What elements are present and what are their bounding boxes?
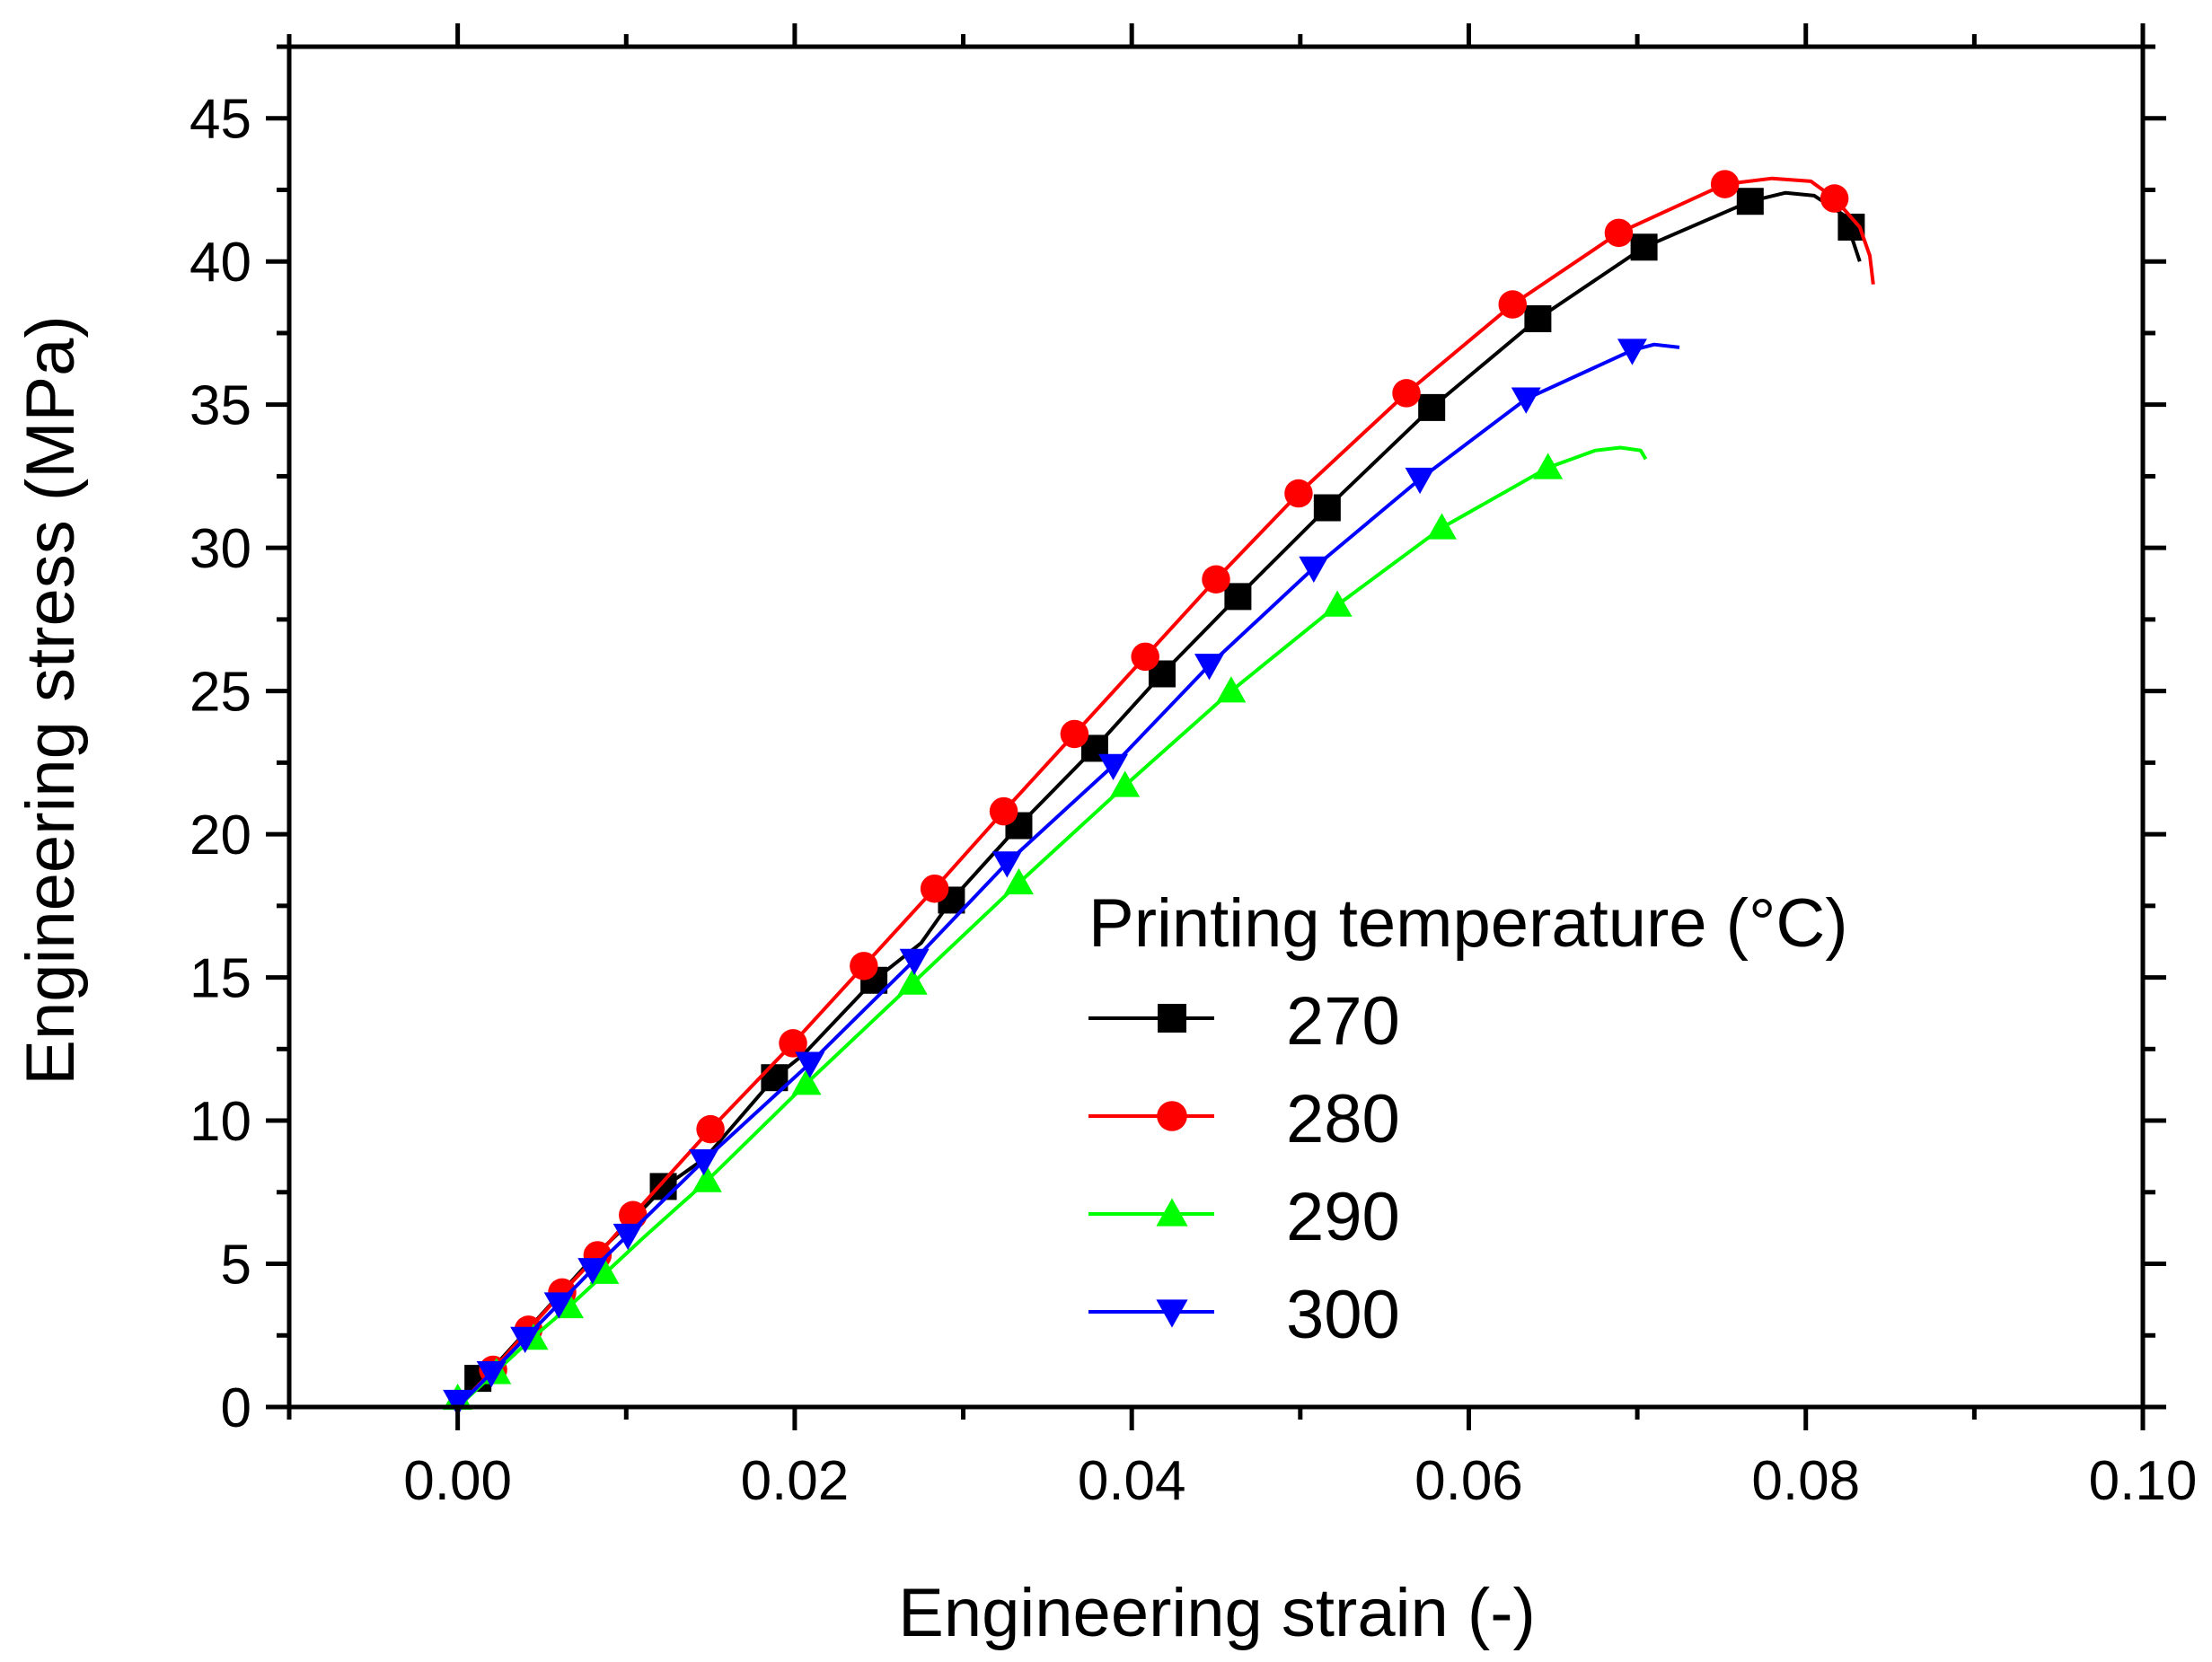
x-tick-label: 0.08 [1751,1450,1860,1512]
y-tick-label: 5 [221,1235,251,1297]
y-tick-label: 10 [189,1091,251,1153]
data-point-270 [1313,494,1341,522]
data-point-290 [692,1165,722,1192]
y-tick-label: 20 [189,805,251,866]
x-tick-label: 0.04 [1078,1450,1186,1512]
data-point-270 [1224,583,1252,611]
y-tick-label: 25 [189,662,251,724]
data-point-270 [1524,305,1552,332]
axes-group: 0.00 0.02 0.04 0.06 0.08 0.10 0 5 10 15 20 25 30 35 40… [189,23,2197,1512]
data-point-280 [779,1029,807,1058]
data-point-300 [612,1223,643,1251]
y-axis-label: Engineering stress (MPa) [13,315,89,1085]
data-point-280 [1498,290,1527,319]
data-point-280 [1202,565,1230,594]
data-point-290 [1426,513,1457,540]
data-point-300 [543,1292,574,1319]
data-point-300 [577,1258,608,1285]
legend-label-300: 300 [1286,1277,1400,1353]
series-group [443,170,1875,1417]
data-point-270 [1418,393,1446,421]
data-point-300 [689,1148,719,1176]
y-tick-label: 45 [189,89,251,151]
legend-marker-290 [1156,1198,1188,1227]
data-point-300 [510,1326,541,1353]
data-point-290 [589,1257,620,1284]
data-point-280 [1820,184,1849,213]
data-point-300 [1194,654,1224,681]
data-point-280 [1710,170,1740,198]
series-line-300 [456,342,1680,1409]
data-point-290 [791,1068,822,1095]
legend-title: Printing temperature (°C) [1088,885,1848,962]
legend-marker-300 [1156,1299,1188,1328]
data-point-300 [1511,387,1541,414]
y-tick-label: 35 [189,375,251,437]
data-point-300 [443,1389,473,1417]
data-point-290 [1322,590,1353,617]
x-tick-label: 0.02 [741,1450,850,1512]
series-290 [443,445,1648,1411]
data-point-300 [991,851,1022,878]
data-point-290 [897,968,928,995]
data-point-300 [1617,339,1647,365]
legend-label-270: 270 [1286,983,1400,1060]
data-point-280 [1131,642,1159,672]
series-280 [456,170,1875,1409]
data-point-280 [1284,479,1313,508]
data-point-280 [850,952,878,980]
data-point-290 [1003,867,1034,895]
data-point-290 [1216,676,1247,703]
data-point-290 [1533,453,1564,479]
legend-marker-280 [1157,1101,1187,1131]
legend: Printing temperature (°C) 270 280 290 300 [1088,885,1848,1353]
data-point-300 [1405,467,1435,495]
x-tick-label: 0.06 [1414,1450,1523,1512]
data-point-300 [795,1051,825,1078]
data-point-300 [899,948,930,975]
x-axis-label: Engineering strain (-) [898,1575,1536,1651]
plot-frame [286,44,2146,1410]
data-point-300 [476,1360,507,1388]
data-point-270 [1630,233,1658,261]
x-tick-label: 0.00 [403,1450,512,1512]
data-point-280 [1392,379,1421,408]
y-tick-label: 30 [189,518,251,580]
data-point-280 [1604,218,1634,248]
data-point-280 [989,796,1018,826]
y-tick-label: 0 [221,1377,251,1439]
series-300 [443,339,1680,1417]
y-tick-label: 40 [189,232,251,294]
data-point-290 [1110,770,1141,797]
data-point-280 [1060,719,1089,749]
data-point-300 [1098,753,1129,781]
data-point-300 [1299,556,1329,583]
legend-marker-270 [1158,1004,1186,1033]
data-point-280 [696,1114,725,1144]
legend-label-280: 280 [1286,1081,1400,1157]
data-point-280 [920,874,949,903]
data-point-270 [1736,188,1764,215]
y-tick-label: 15 [189,948,251,1010]
legend-label-290: 290 [1286,1179,1400,1255]
x-tick-label: 0.10 [2089,1450,2198,1512]
data-point-270 [649,1173,677,1200]
